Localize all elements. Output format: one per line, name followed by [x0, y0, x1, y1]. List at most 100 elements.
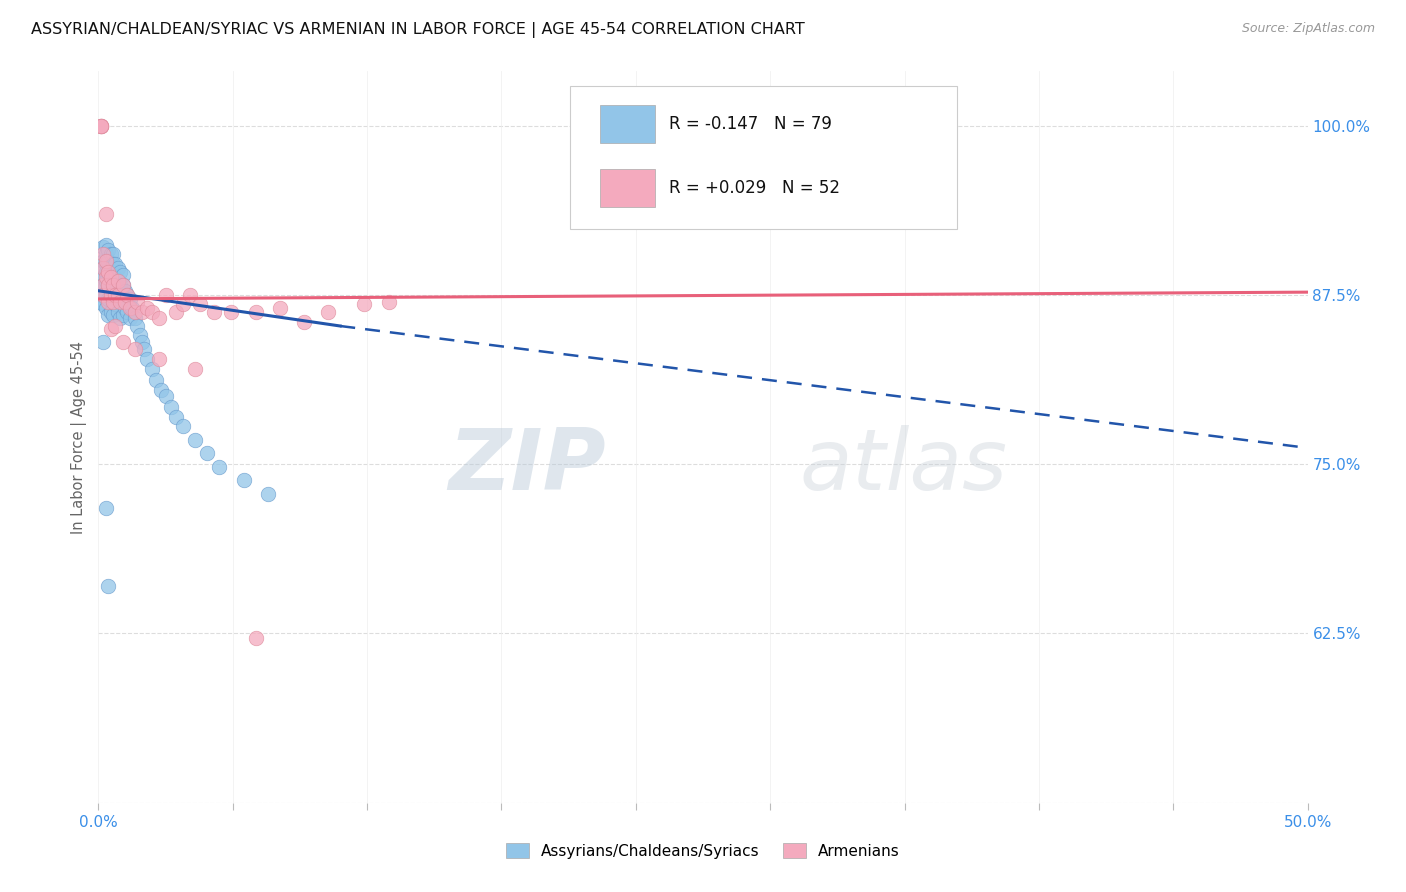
Point: [172, 297, 194, 311]
Point: [94, 254, 117, 268]
Point: [91, 288, 114, 302]
Point: [165, 409, 187, 424]
Point: [90, 119, 112, 133]
Point: [111, 278, 134, 293]
FancyBboxPatch shape: [600, 169, 655, 207]
Point: [221, 305, 243, 319]
Point: [100, 288, 122, 302]
Point: [316, 305, 339, 319]
Point: [97, 579, 120, 593]
Point: [100, 247, 122, 261]
Point: [101, 257, 124, 271]
Point: [107, 288, 129, 302]
Point: [94, 257, 117, 271]
Point: [111, 268, 134, 282]
Point: [124, 305, 146, 319]
Point: [108, 294, 131, 309]
Text: R = -0.147   N = 79: R = -0.147 N = 79: [669, 115, 832, 133]
Point: [124, 310, 146, 325]
Point: [101, 278, 124, 293]
Point: [90, 119, 112, 133]
Point: [107, 305, 129, 319]
Point: [179, 288, 201, 302]
Point: [91, 278, 114, 293]
Point: [128, 328, 150, 343]
Point: [353, 297, 375, 311]
Point: [172, 419, 194, 434]
Point: [111, 292, 134, 306]
Point: [94, 247, 117, 261]
Point: [145, 373, 167, 387]
Point: [94, 274, 117, 288]
Point: [90, 284, 112, 298]
Point: [114, 284, 136, 298]
Point: [108, 292, 131, 306]
Point: [97, 243, 120, 257]
Point: [100, 322, 122, 336]
Point: [91, 288, 114, 302]
Point: [114, 301, 136, 316]
Point: [101, 292, 124, 306]
Point: [148, 310, 170, 325]
Point: [204, 305, 226, 319]
Point: [90, 288, 112, 302]
Point: [90, 294, 112, 309]
Point: [100, 260, 122, 275]
Point: [141, 305, 163, 319]
Point: [100, 274, 122, 288]
Point: [97, 308, 120, 322]
Point: [114, 294, 136, 309]
Point: [94, 265, 117, 279]
Point: [141, 362, 163, 376]
Point: [184, 362, 207, 376]
Point: [111, 308, 134, 322]
Point: [104, 288, 127, 302]
Point: [91, 270, 114, 285]
Point: [117, 288, 139, 302]
Point: [91, 260, 114, 275]
Point: [256, 487, 278, 501]
Point: [101, 284, 124, 298]
Point: [117, 305, 139, 319]
Text: R = +0.029   N = 52: R = +0.029 N = 52: [669, 179, 841, 197]
Point: [127, 318, 149, 333]
Point: [104, 318, 127, 333]
Point: [165, 305, 187, 319]
FancyBboxPatch shape: [600, 105, 655, 143]
Point: [101, 294, 124, 309]
Point: [94, 270, 117, 285]
Point: [118, 301, 141, 316]
Point: [97, 278, 120, 293]
Point: [292, 315, 315, 329]
Point: [195, 446, 218, 460]
Point: [121, 301, 143, 316]
Point: [100, 288, 122, 302]
FancyBboxPatch shape: [569, 86, 957, 228]
Point: [104, 297, 127, 311]
Point: [94, 288, 117, 302]
Point: [101, 247, 124, 261]
Point: [118, 292, 141, 306]
Point: [131, 335, 153, 350]
Point: [150, 383, 173, 397]
Point: [94, 301, 117, 316]
Point: [245, 631, 267, 645]
Point: [111, 335, 134, 350]
Y-axis label: In Labor Force | Age 45-54: In Labor Force | Age 45-54: [72, 341, 87, 533]
Point: [208, 459, 231, 474]
Point: [134, 342, 156, 356]
Point: [108, 278, 131, 293]
Point: [117, 288, 139, 302]
Point: [100, 305, 122, 319]
Point: [91, 335, 114, 350]
Point: [269, 301, 291, 316]
Point: [131, 305, 153, 319]
Point: [160, 401, 183, 415]
Text: ASSYRIAN/CHALDEAN/SYRIAC VS ARMENIAN IN LABOR FORCE | AGE 45-54 CORRELATION CHAR: ASSYRIAN/CHALDEAN/SYRIAC VS ARMENIAN IN …: [31, 22, 804, 38]
Point: [124, 342, 146, 356]
Text: Source: ZipAtlas.com: Source: ZipAtlas.com: [1241, 22, 1375, 36]
Point: [97, 292, 120, 306]
Text: atlas: atlas: [800, 425, 1008, 508]
Point: [135, 351, 157, 366]
Point: [97, 265, 120, 279]
